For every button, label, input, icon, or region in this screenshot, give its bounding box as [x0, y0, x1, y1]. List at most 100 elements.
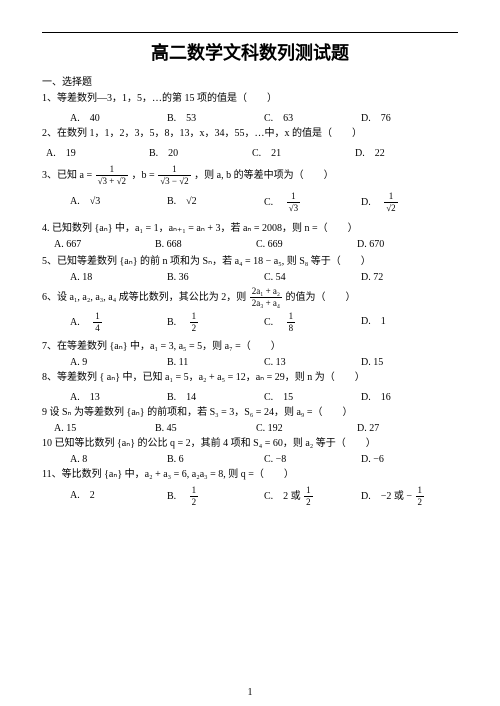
q3-a-num: 1 — [96, 165, 128, 176]
q3-D-frac: 1 √2 — [384, 192, 397, 213]
q11-C: C. 2 或 1 2 — [264, 486, 361, 507]
q6-B: B. 1 2 — [167, 312, 264, 333]
q8-C: C. 15 — [264, 388, 361, 403]
q3-post: ，则 a, b 的等差中项为（ ） — [194, 170, 333, 181]
q4-B: B. 668 — [155, 239, 256, 250]
q4-A: A. 667 — [54, 239, 155, 250]
q11-B-den: 2 — [190, 497, 199, 507]
q11-choices: A. 2 B. 1 2 C. 2 或 1 2 D. −2 或 − 1 2 — [70, 486, 458, 507]
q4-choices: A. 667 B. 668 C. 669 D. 670 — [54, 239, 458, 250]
q11-B-frac: 1 2 — [190, 486, 199, 507]
q1-D: D. 76 — [361, 109, 458, 124]
q10-D: D. −6 — [361, 454, 458, 465]
q6-den: 2a₃ + a₄ — [250, 298, 282, 308]
question-10: 10 已知等比数列 {aₙ} 的公比 q = 2，其前 4 项和 S₄ = 60… — [42, 436, 458, 451]
q3-A: A. √3 — [70, 192, 167, 213]
q7-C: C. 13 — [264, 357, 361, 368]
q11-B-pre: B. — [167, 491, 186, 502]
question-6: 6、设 a₁, a₂, a₃, a₄ 成等比数列，其公比为 2，则 2a₁ + … — [42, 287, 458, 308]
q11-C-den: 2 — [304, 497, 313, 507]
q6-A-num: 1 — [93, 312, 102, 323]
q3-b-den: √3 − √2 — [158, 176, 190, 186]
q9-D: D. 27 — [357, 423, 458, 434]
question-1: 1、等差数列—3，1，5，…的第 15 项的值是（ ） — [42, 91, 458, 106]
q3-D-pre: D. — [361, 197, 381, 208]
q6-frac: 2a₁ + a₂ 2a₃ + a₄ — [250, 287, 282, 308]
q3-C: C. 1 √3 — [264, 192, 361, 213]
q3-fracA: 1 √3 + √2 — [96, 165, 128, 186]
q11-C-pre: C. 2 或 — [264, 491, 303, 502]
question-9: 9 设 Sₙ 为等差数列 {aₙ} 的前项和，若 S₃ = 3，S₆ = 24，… — [42, 405, 458, 420]
q4-C: C. 669 — [256, 239, 357, 250]
q11-D: D. −2 或 − 1 2 — [361, 486, 458, 507]
q3-C-pre: C. — [264, 197, 283, 208]
q5-C: C. 54 — [264, 272, 361, 283]
question-7: 7、在等差数列 {aₙ} 中，a₁ = 3, a₅ = 5，则 a₇ =（ ） — [42, 339, 458, 354]
q6-C: C. 1 8 — [264, 312, 361, 333]
q6-B-num: 1 — [190, 312, 199, 323]
q1-C: C. 63 — [264, 109, 361, 124]
q7-A: A. 9 — [70, 357, 167, 368]
q6-post: 的值为（ ） — [286, 292, 356, 303]
section-heading: 一、选择题 — [42, 73, 458, 88]
q3-b-num: 1 — [158, 165, 190, 176]
q11-D-den: 2 — [416, 497, 425, 507]
question-2: 2、在数列 1，1，2，3，5，8，13，x，34，55，…中，x 的值是（ ） — [42, 126, 458, 141]
q3-C-num: 1 — [287, 192, 300, 203]
q5-choices: A. 18 B. 36 C. 54 D. 72 — [70, 272, 458, 283]
q7-D: D. 15 — [361, 357, 458, 368]
q7-B: B. 11 — [167, 357, 264, 368]
q6-D: D. 1 — [361, 312, 458, 333]
q6-num: 2a₁ + a₂ — [250, 287, 282, 298]
q2-C: C. 21 — [252, 144, 355, 159]
q1-B: B. 53 — [167, 109, 264, 124]
q6-A-pre: A. — [70, 317, 90, 328]
q9-A: A. 15 — [54, 423, 155, 434]
q6-C-frac: 1 8 — [287, 312, 296, 333]
q6-A: A. 1 4 — [70, 312, 167, 333]
q10-choices: A. 8 B. 6 C. −8 D. −6 — [70, 454, 458, 465]
q11-C-frac: 1 2 — [304, 486, 313, 507]
question-8: 8、等差数列 { aₙ} 中，已知 a₁ = 5，a₂ + a₅ = 12，aₙ… — [42, 370, 458, 385]
question-5: 5、已知等差数列 {aₙ} 的前 n 项和为 Sₙ，若 a₄ = 18 − a₅… — [42, 254, 458, 269]
q11-D-num: 1 — [416, 486, 425, 497]
top-rule — [42, 32, 458, 33]
q11-B-num: 1 — [190, 486, 199, 497]
q3-D-num: 1 — [384, 192, 397, 203]
q2-D: D. 22 — [355, 144, 458, 159]
q8-A: A. 13 — [70, 388, 167, 403]
q6-A-frac: 1 4 — [93, 312, 102, 333]
q10-A: A. 8 — [70, 454, 167, 465]
q2-B: B. 20 — [149, 144, 252, 159]
q7-choices: A. 9 B. 11 C. 13 D. 15 — [70, 357, 458, 368]
q6-A-den: 4 — [93, 323, 102, 333]
q3-C-frac: 1 √3 — [287, 192, 300, 213]
q3-C-den: √3 — [287, 203, 300, 213]
q8-choices: A. 13 B. 14 C. 15 D. 16 — [70, 388, 458, 403]
q4-D: D. 670 — [357, 239, 458, 250]
q6-C-pre: C. — [264, 317, 283, 328]
question-4: 4. 已知数列 {aₙ} 中，a₁ = 1，aₙ₊₁ = aₙ + 3，若 aₙ… — [42, 221, 458, 236]
page: 高二数学文科数列测试题 一、选择题 1、等差数列—3，1，5，…的第 15 项的… — [0, 0, 500, 706]
q2-choices: A. 19 B. 20 C. 21 D. 22 — [46, 144, 458, 159]
q6-B-frac: 1 2 — [190, 312, 199, 333]
q6-B-den: 2 — [190, 323, 199, 333]
q5-B: B. 36 — [167, 272, 264, 283]
q1-A: A. 40 — [70, 109, 167, 124]
q11-A: A. 2 — [70, 486, 167, 507]
q3-D: D. 1 √2 — [361, 192, 458, 213]
title: 高二数学文科数列测试题 — [42, 39, 458, 65]
q11-B: B. 1 2 — [167, 486, 264, 507]
q8-B: B. 14 — [167, 388, 264, 403]
q6-C-num: 1 — [287, 312, 296, 323]
q5-D: D. 72 — [361, 272, 458, 283]
q3-choices: A. √3 B. √2 C. 1 √3 D. 1 √2 — [70, 192, 458, 213]
q3-a-den: √3 + √2 — [96, 176, 128, 186]
q10-C: C. −8 — [264, 454, 361, 465]
q11-C-num: 1 — [304, 486, 313, 497]
q9-choices: A. 15 B. 45 C. 192 D. 27 — [54, 423, 458, 434]
q11-D-pre: D. −2 或 − — [361, 491, 412, 502]
q3-B: B. √2 — [167, 192, 264, 213]
q6-B-pre: B. — [167, 317, 186, 328]
q6-pre: 6、设 a₁, a₂, a₃, a₄ 成等比数列，其公比为 2，则 — [42, 292, 249, 303]
